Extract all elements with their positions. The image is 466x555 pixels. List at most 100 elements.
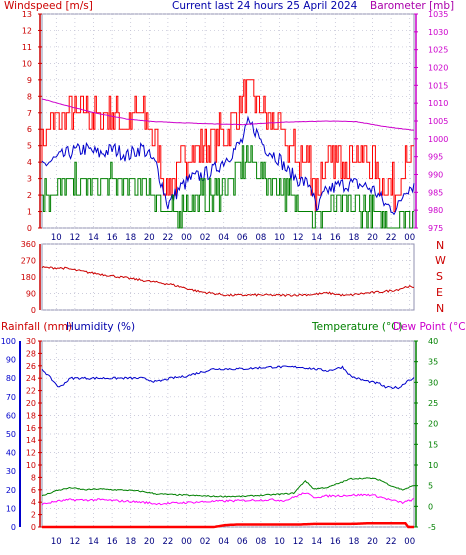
temperature-tick-label: 40 <box>428 337 438 346</box>
humidity-tick-label: 10 <box>6 504 16 513</box>
windspeed-tick-label: 0 <box>27 224 32 233</box>
series-temperature <box>41 477 414 498</box>
rainfall-tick-label: 22 <box>26 387 36 396</box>
humidity-tick-label: 50 <box>6 430 16 439</box>
windspeed-tick-label: 11 <box>22 43 32 52</box>
wind-time-tick-label: 00 <box>404 233 415 243</box>
wind-time-tick-label: 22 <box>386 233 397 243</box>
temp-time-tick-label: 12 <box>293 537 304 547</box>
series-gust <box>41 79 414 212</box>
rainfall-tick-label: 12 <box>26 449 36 458</box>
wind-plot-frame <box>41 13 415 229</box>
wind-time-tick-label: 20 <box>144 233 155 243</box>
direction-letter-s: S <box>436 270 443 283</box>
windspeed-tick-label: 6 <box>27 125 32 134</box>
rainfall-tick-label: 14 <box>26 436 36 445</box>
windspeed-tick-label: 2 <box>27 191 32 200</box>
direction-letter-n-bottom: N <box>436 302 444 315</box>
humidity-axis-title: Humidity (%) <box>66 321 135 333</box>
barometer-tick-label: 1000 <box>428 135 448 144</box>
barometer-tick-label: 1005 <box>428 117 448 126</box>
rainfall-tick-label: 26 <box>26 362 36 371</box>
windspeed-tick-label: 13 <box>22 10 32 19</box>
temp-time-tick-label: 12 <box>69 537 80 547</box>
temp-time-tick-label: 14 <box>88 537 99 547</box>
windspeed-tick-label: 7 <box>27 109 32 118</box>
temp-time-tick-label: 20 <box>367 537 378 547</box>
rainfall-tick-label: 2 <box>31 511 36 520</box>
humidity-tick-label: 30 <box>6 467 16 476</box>
rainfall-tick-label: 18 <box>26 411 36 420</box>
humidity-tick-label: 60 <box>6 411 16 420</box>
rainfall-tick-label: 10 <box>26 461 36 470</box>
direction-letter-w: W <box>435 254 446 267</box>
temp-time-tick-label: 22 <box>386 537 397 547</box>
windspeed-tick-label: 1 <box>27 208 32 217</box>
rainfall-tick-label: 6 <box>31 486 36 495</box>
barometer-tick-label: 975 <box>428 224 443 233</box>
humidity-tick-label: 70 <box>6 393 16 402</box>
rainfall-tick-label: 8 <box>31 473 36 482</box>
windspeed-tick-label: 9 <box>27 76 32 85</box>
series-barometer <box>41 98 415 131</box>
temperature-tick-label: 35 <box>428 358 438 367</box>
wind-time-tick-label: 06 <box>237 233 248 243</box>
temperature-tick-label: 30 <box>428 378 438 387</box>
temperature-tick-label: 25 <box>428 399 438 408</box>
barometer-tick-label: 1020 <box>428 64 448 73</box>
temp-time-tick-label: 14 <box>311 537 322 547</box>
temp-time-tick-label: 16 <box>107 537 118 547</box>
temp-time-tick-label: 06 <box>237 537 248 547</box>
temp-time-tick-label: 10 <box>274 537 285 547</box>
windspeed-tick-label: 5 <box>27 142 32 151</box>
temp-time-tick-label: 16 <box>330 537 341 547</box>
temperature-tick-label: -5 <box>428 523 436 532</box>
series-humidity <box>41 365 415 390</box>
temp-time-tick-label: 18 <box>348 537 359 547</box>
wind-time-tick-label: 18 <box>125 233 136 243</box>
humidity-tick-label: 100 <box>1 337 16 346</box>
barometer-tick-label: 1010 <box>428 99 448 108</box>
series-wind-average <box>41 115 415 216</box>
barometer-tick-label: 990 <box>428 171 443 180</box>
humidity-tick-label: 0 <box>11 523 16 532</box>
dewpoint-axis-title: Dew Point (°C) <box>393 321 466 333</box>
humidity-tick-label: 80 <box>6 374 16 383</box>
windspeed-tick-label: 10 <box>22 59 32 68</box>
rainfall-tick-label: 20 <box>26 399 36 408</box>
windspeed-tick-label: 3 <box>27 175 32 184</box>
temp-time-tick-label: 04 <box>218 537 229 547</box>
humidity-tick-label: 20 <box>6 486 16 495</box>
wind-time-tick-label: 16 <box>330 233 341 243</box>
temp-time-tick-label: 22 <box>162 537 173 547</box>
wind-time-tick-label: 02 <box>200 233 211 243</box>
rainfall-tick-label: 28 <box>26 349 36 358</box>
barometer-tick-label: 985 <box>428 188 443 197</box>
windspeed-axis-title: Windspeed [m/s] <box>4 0 93 12</box>
barometer-tick-label: 1035 <box>428 10 448 19</box>
temp-time-tick-label: 08 <box>255 537 266 547</box>
temperature-axis-title: Temperature (°C) <box>311 321 403 333</box>
direction-tick-label: 0 <box>31 306 36 315</box>
wind-time-tick-label: 14 <box>88 233 99 243</box>
rainfall-axis-title: Rainfall (mm) <box>1 321 72 333</box>
direction-letter-e: E <box>436 286 443 299</box>
temp-time-tick-label: 10 <box>51 537 62 547</box>
temperature-tick-label: 10 <box>428 461 438 470</box>
wind-time-tick-label: 20 <box>367 233 378 243</box>
barometer-tick-label: 995 <box>428 153 443 162</box>
barometer-axis-title: Barometer [mb] <box>370 0 454 12</box>
rainfall-tick-label: 24 <box>26 374 36 383</box>
wind-time-tick-label: 00 <box>181 233 192 243</box>
series-wind-min <box>42 145 414 229</box>
wind-time-tick-label: 22 <box>162 233 173 243</box>
windspeed-tick-label: 4 <box>27 158 32 167</box>
direction-tick-label: 360 <box>21 240 36 249</box>
direction-letter-n-top: N <box>436 239 444 252</box>
temp-time-tick-label: 00 <box>181 537 192 547</box>
wind-time-tick-label: 10 <box>274 233 285 243</box>
direction-tick-label: 270 <box>21 257 36 266</box>
barometer-tick-label: 1015 <box>428 81 448 90</box>
